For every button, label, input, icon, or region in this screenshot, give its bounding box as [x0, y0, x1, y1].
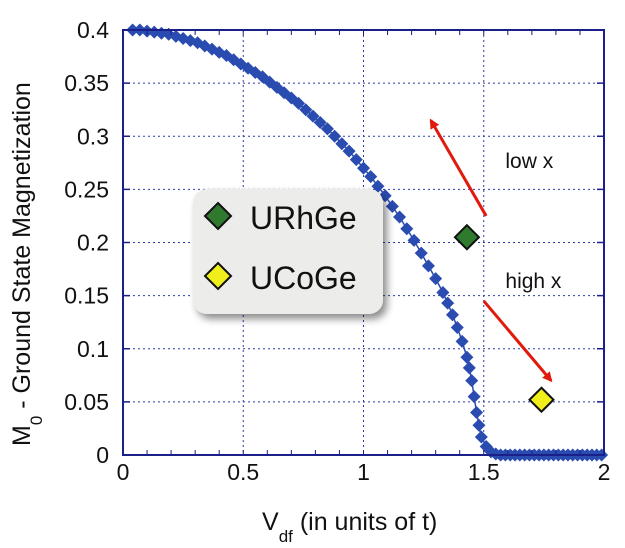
legend-label-ucoge: UCoGe — [250, 260, 357, 296]
y-tick-label: 0.3 — [77, 123, 109, 149]
data-point — [470, 406, 484, 419]
data-point — [349, 153, 363, 167]
data-point — [393, 210, 407, 224]
data-series — [126, 23, 609, 462]
high-x-arrow — [482, 299, 553, 383]
data-point — [407, 233, 421, 247]
data-point — [450, 321, 464, 334]
legend-box — [193, 189, 383, 314]
highlight-points — [453, 223, 555, 414]
data-point — [441, 296, 455, 310]
legend: URhGe UCoGe — [193, 189, 383, 314]
y-tick-label: 0.15 — [64, 283, 109, 309]
data-point — [400, 222, 414, 236]
y-tick-label: 0.2 — [77, 230, 109, 256]
x-axis-label: Vdf (in units of t) — [262, 508, 437, 546]
plot-frame — [122, 29, 605, 456]
highlight-point-urhge — [453, 223, 481, 251]
y-tick-label: 0.25 — [64, 176, 109, 202]
legend-label-urhge: URhGe — [250, 200, 357, 236]
data-point — [421, 259, 435, 273]
data-point — [429, 272, 443, 286]
data-point — [299, 103, 313, 117]
data-point — [465, 374, 479, 388]
data-point — [335, 137, 349, 151]
legend-marker-urhge — [203, 201, 233, 231]
data-point — [328, 129, 342, 143]
y-tick-label: 0 — [96, 442, 109, 468]
x-tick-label: 1.5 — [468, 459, 500, 485]
data-point — [445, 308, 459, 322]
low-x-arrow — [429, 118, 488, 217]
data-point — [462, 361, 476, 375]
highlight-point-ucoge — [528, 386, 555, 414]
y-tick-label: 0.35 — [64, 70, 109, 96]
data-point — [474, 430, 488, 444]
data-point — [313, 115, 327, 129]
data-point — [414, 246, 428, 260]
data-point — [306, 109, 320, 123]
x-tick-label: 2 — [598, 459, 611, 485]
data-point — [467, 390, 481, 404]
data-point — [292, 96, 306, 110]
y-axis-label: M0 - Ground State Magnetization — [8, 82, 46, 446]
data-point — [455, 334, 469, 348]
data-point — [460, 350, 474, 364]
x-tick-label: 0 — [117, 459, 130, 485]
y-tick-label: 0.1 — [77, 336, 109, 362]
legend-marker-ucoge — [203, 261, 233, 291]
data-point — [385, 199, 399, 213]
y-tick-label: 0.05 — [64, 389, 109, 415]
data-point — [436, 285, 450, 299]
data-point — [472, 418, 486, 432]
data-point — [364, 170, 378, 184]
x-tick-label: 0.5 — [227, 459, 259, 485]
annotation-high-x: high x — [505, 270, 562, 293]
data-point — [357, 161, 370, 175]
y-tick-label: 0.4 — [77, 17, 109, 43]
data-point — [320, 122, 334, 136]
annotation-low-x: low x — [505, 150, 553, 173]
data-point — [342, 144, 356, 158]
data-point — [371, 179, 385, 193]
axis-ticks: 0 0.5 1 1.5 2 0 0.05 0.1 0.15 0.2 0.25 0.3 0.35 0.4 — [64, 17, 610, 485]
x-tick-label: 1 — [357, 459, 370, 485]
